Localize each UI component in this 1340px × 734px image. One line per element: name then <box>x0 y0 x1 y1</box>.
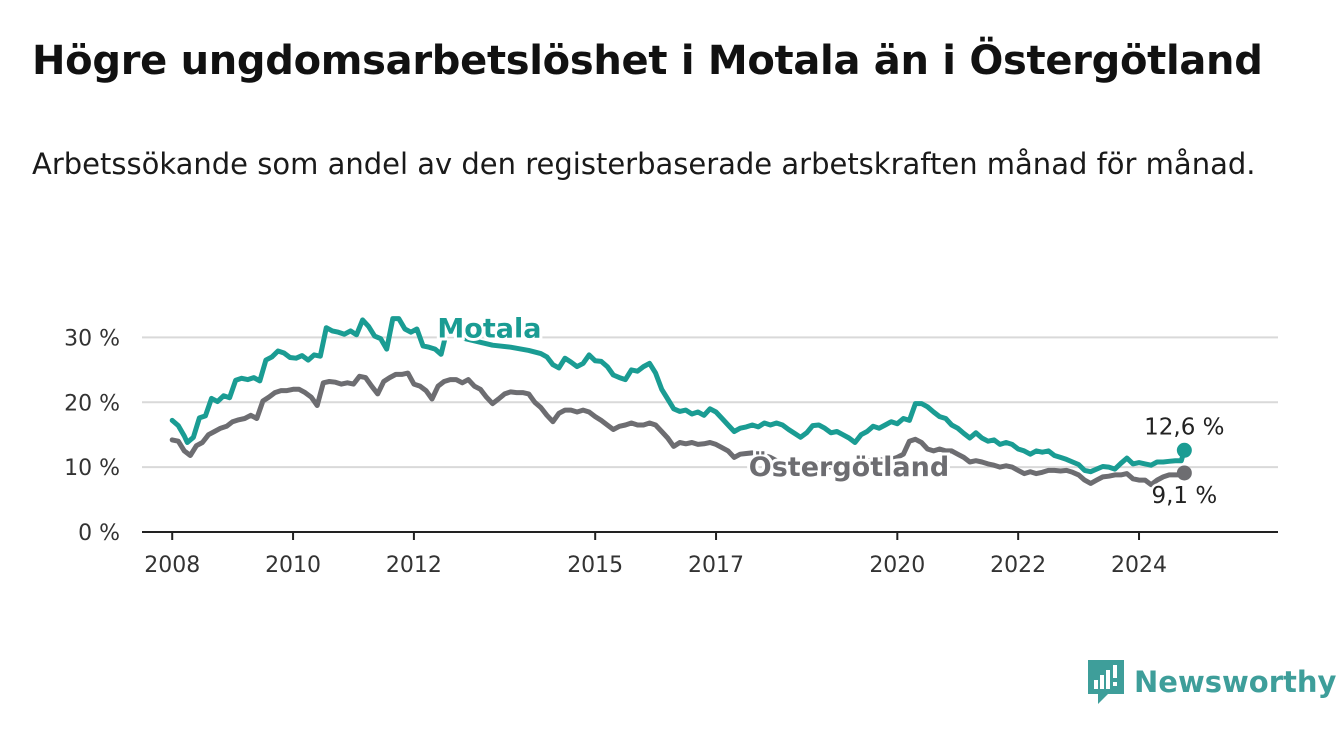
series-endpoint-1 <box>1176 465 1192 481</box>
series-name-label-1: Östergötland <box>749 450 949 483</box>
x-tick-label: 2022 <box>990 553 1046 578</box>
series-name-label-0: Motala <box>437 313 541 344</box>
series-endpoint-0 <box>1176 442 1192 458</box>
series-labels: Motala 12,6 % Östergötland 9,1 % <box>434 310 1227 511</box>
series-line-0 <box>169 316 1187 475</box>
brand-name: Newsworthy <box>1134 665 1337 699</box>
newsworthy-logo-icon <box>1088 660 1124 704</box>
grid-lines <box>142 336 1278 469</box>
x-tick-label: 2024 <box>1111 553 1167 578</box>
y-tick-label: 0 % <box>78 521 120 546</box>
chart-title: Högre ungdomsarbetslöshet i Motala än i … <box>32 38 1263 84</box>
series-lines <box>169 316 1192 488</box>
y-tick-label: 20 % <box>64 391 120 416</box>
series-end-label-1: 9,1 % <box>1151 483 1217 509</box>
x-tick-label: 2010 <box>265 553 321 578</box>
x-tick-label: 2008 <box>144 553 200 578</box>
x-tick-label: 2012 <box>386 553 442 578</box>
chart-subtitle: Arbetssökande som andel av den registerb… <box>32 147 1256 181</box>
x-tick-label: 2020 <box>869 553 925 578</box>
y-tick-label: 30 % <box>64 326 120 351</box>
y-tick-label: 10 % <box>64 456 120 481</box>
axes: 0 % 10 % 20 % 30 % 2008 2010 2012 2015 2017 2020 2… <box>64 326 1278 578</box>
x-tick-label: 2017 <box>688 553 744 578</box>
x-tick-label: 2015 <box>567 553 623 578</box>
series-line-1 <box>169 370 1187 488</box>
brand: Newsworthy <box>1088 660 1336 704</box>
series-end-label-0: 12,6 % <box>1144 414 1224 440</box>
